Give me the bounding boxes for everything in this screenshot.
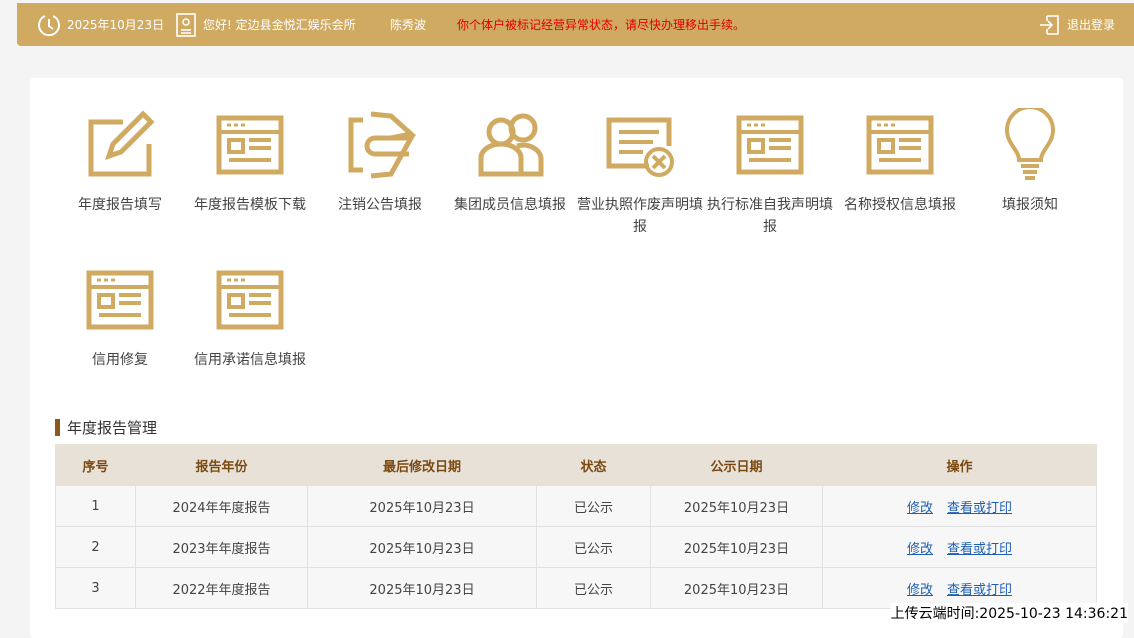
greeting-item: 您好! 定边县金悦汇娱乐会所 <box>175 12 356 37</box>
tile-label: 注销公告填报 <box>338 197 422 213</box>
cell-status: 已公示 <box>536 567 651 609</box>
col-status: 状态 <box>536 444 651 486</box>
tile-label: 集团成员信息填报 <box>454 197 566 213</box>
col-actions: 操作 <box>822 444 1097 486</box>
view-print-link[interactable]: 查看或打印 <box>947 500 1013 516</box>
section-title: 年度报告管理 <box>55 417 157 438</box>
cell-no: 1 <box>55 485 136 527</box>
col-modified: 最后修改日期 <box>307 444 537 486</box>
tile-1[interactable]: 年度报告填写 <box>55 108 185 216</box>
cell-year: 2022年年度报告 <box>135 567 308 609</box>
date-item: 2025年10月23日 <box>37 13 164 37</box>
tile-label: 信用承诺信息填报 <box>194 352 306 368</box>
logout-label: 退出登录 <box>1067 18 1116 32</box>
cell-published: 2025年10月23日 <box>650 526 823 568</box>
cell-year: 2024年年度报告 <box>135 485 308 527</box>
edit-link[interactable]: 修改 <box>906 582 933 598</box>
table-header-row: 序号 报告年份 最后修改日期 状态 公示日期 操作 <box>55 444 1097 486</box>
cell-no: 3 <box>55 567 136 609</box>
tile-9[interactable]: 信用修复 <box>55 263 185 371</box>
tile-10[interactable]: 信用承诺信息填报 <box>185 263 315 371</box>
clock-icon <box>38 14 60 36</box>
cell-actions: 修改 查看或打印 <box>822 526 1097 568</box>
annual-report-table: 序号 报告年份 最后修改日期 状态 公示日期 操作 1 2024年年度报告 2025… <box>55 444 1097 609</box>
cell-modified: 2025年10月23日 <box>307 567 537 609</box>
table-row: 2 2023年年度报告 2025年10月23日 已公示 2025年10月23日 修改 查看或… <box>55 526 1097 568</box>
cell-modified: 2025年10月23日 <box>307 485 537 527</box>
current-date: 2025年10月23日 <box>67 18 165 32</box>
tile-2[interactable]: 年度报告模板下载 <box>185 108 315 216</box>
tile-6[interactable]: 执行标准自我声明填报 <box>705 108 835 238</box>
tile-label: 年度报告模板下载 <box>194 197 306 213</box>
logout-icon <box>1040 14 1059 35</box>
view-print-link[interactable]: 查看或打印 <box>947 582 1013 598</box>
cell-status: 已公示 <box>536 485 651 527</box>
col-year: 报告年份 <box>135 444 308 486</box>
upload-time: 上传云端时间:2025-10-23 14:36:21 <box>890 603 1128 623</box>
cell-year: 2023年年度报告 <box>135 526 308 568</box>
template-icon <box>736 115 804 175</box>
cell-published: 2025年10月23日 <box>650 567 823 609</box>
cell-actions: 修改 查看或打印 <box>822 567 1097 609</box>
greeting-text: 您好! 定边县金悦汇娱乐会所 <box>203 18 356 32</box>
edit-link[interactable]: 修改 <box>906 541 933 557</box>
template-icon <box>866 115 934 175</box>
section-marker <box>55 419 60 436</box>
tile-label: 年度报告填写 <box>78 197 162 213</box>
tile-3[interactable]: 注销公告填报 <box>315 108 445 216</box>
tile-5[interactable]: 营业执照作废声明填报 <box>575 108 705 238</box>
user-card-icon <box>176 12 196 37</box>
col-published: 公示日期 <box>650 444 823 486</box>
cell-status: 已公示 <box>536 526 651 568</box>
tile-label: 执行标准自我声明填报 <box>707 197 833 235</box>
abnormal-warning: 你个体户被标记经营异常状态，请尽快办理移出手续。 <box>457 18 746 32</box>
cell-published: 2025年10月23日 <box>650 485 823 527</box>
edit-icon <box>88 110 155 177</box>
top-bar: 2025年10月23日 您好! 定边县金悦汇娱乐会所 陈秀波 你个体户被标记经营… <box>17 3 1134 46</box>
tile-label: 名称授权信息填报 <box>844 197 956 213</box>
tile-label: 填报须知 <box>1002 197 1058 213</box>
col-no: 序号 <box>55 444 136 486</box>
tile-4[interactable]: 集团成员信息填报 <box>445 108 575 216</box>
lightbulb-icon <box>1004 108 1056 180</box>
tile-8[interactable]: 填报须知 <box>965 108 1095 216</box>
cancel-notice-icon <box>348 111 417 179</box>
table-row: 3 2022年年度报告 2025年10月23日 已公示 2025年10月23日 修改 查看或… <box>55 567 1097 609</box>
table-row: 1 2024年年度报告 2025年10月23日 已公示 2025年10月23日 修改 查看或… <box>55 485 1097 527</box>
tile-label: 营业执照作废声明填报 <box>577 197 703 235</box>
tile-label: 信用修复 <box>92 352 148 368</box>
logout-button[interactable]: 退出登录 <box>1039 14 1115 36</box>
template-icon <box>216 270 284 330</box>
cell-actions: 修改 查看或打印 <box>822 485 1097 527</box>
person-name: 陈秀波 <box>390 18 427 32</box>
cell-modified: 2025年10月23日 <box>307 526 537 568</box>
tile-7[interactable]: 名称授权信息填报 <box>835 108 965 216</box>
view-print-link[interactable]: 查看或打印 <box>947 541 1013 557</box>
section-title-text: 年度报告管理 <box>67 419 158 437</box>
license-void-icon <box>606 117 674 177</box>
template-icon <box>86 270 154 330</box>
group-members-icon <box>478 113 544 177</box>
template-icon <box>216 115 284 175</box>
edit-link[interactable]: 修改 <box>906 500 933 516</box>
cell-no: 2 <box>55 526 136 568</box>
